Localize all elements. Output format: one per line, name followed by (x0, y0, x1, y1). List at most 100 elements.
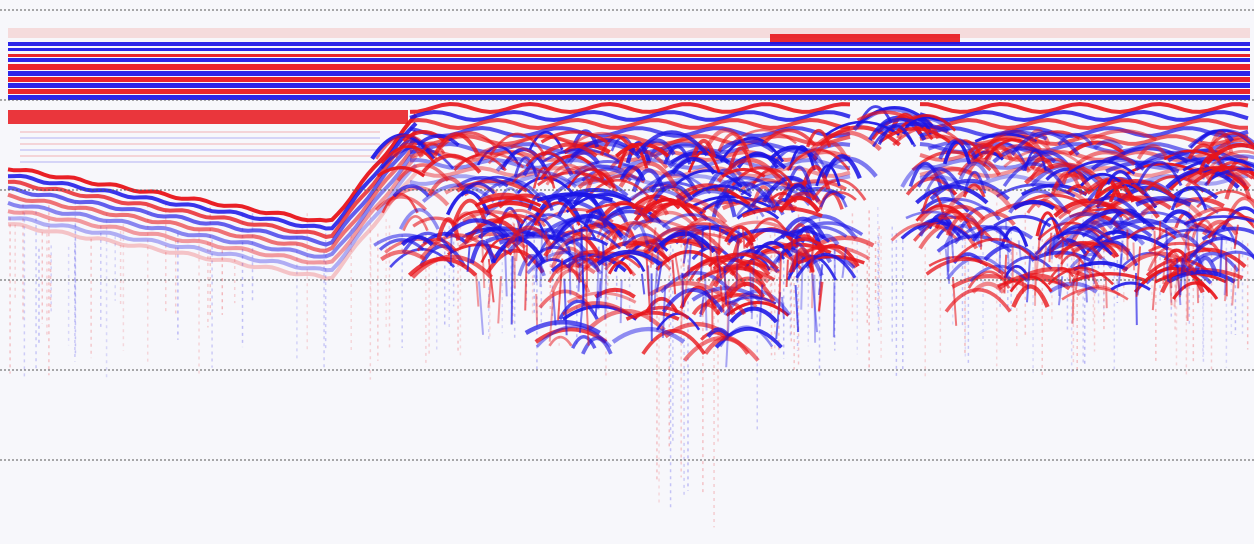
hyperbola (1057, 200, 1136, 220)
diffraction-tail (1223, 277, 1228, 302)
hyperbola (567, 164, 640, 182)
hyperbola (613, 254, 646, 273)
hyperbola (535, 325, 612, 348)
hyperbola (1051, 172, 1094, 193)
hyperbola (699, 198, 757, 215)
hyperbola (712, 252, 780, 270)
hyperbola (545, 163, 593, 186)
diffraction-tail (497, 276, 502, 324)
hyperbola (903, 117, 951, 132)
hyperbola (720, 276, 776, 303)
hyperbola (527, 192, 554, 212)
hyperbola (1202, 219, 1239, 236)
diffraction-tail (521, 232, 526, 261)
diffraction-tail (487, 278, 493, 308)
hyperbola (443, 218, 510, 239)
hyperbola (1172, 281, 1219, 300)
hyperbola (542, 217, 612, 236)
hyperbola (795, 252, 857, 279)
diffraction-tail (671, 259, 677, 295)
diffraction-tail (515, 221, 520, 262)
diffraction-tail (594, 291, 600, 316)
hyperbola (993, 214, 1052, 228)
hyperbola (1010, 131, 1080, 156)
diffraction-tail (1225, 255, 1228, 297)
hyperbola (547, 264, 583, 284)
diffraction-tail (571, 224, 579, 281)
hyperbola (900, 163, 950, 188)
diffraction-tail (741, 228, 746, 249)
hyperbola (1012, 199, 1055, 211)
stripe (8, 77, 1250, 82)
hyperbola (877, 124, 915, 145)
hyperbola (1121, 251, 1198, 273)
hyperbola (944, 287, 1012, 313)
diffraction-tail (1117, 253, 1123, 287)
hyperbola (1074, 204, 1130, 221)
diffraction-tail (778, 253, 782, 315)
diffraction-tail (1004, 221, 1010, 265)
wavy-layer (409, 117, 851, 131)
hyperbola (1173, 197, 1225, 209)
hyperbola (641, 328, 706, 355)
diffraction-tail (640, 273, 646, 295)
hyperbola (1210, 167, 1254, 180)
diffraction-tail (604, 258, 608, 320)
diffraction-tail (736, 235, 739, 275)
hyperbola (1087, 240, 1139, 267)
hyperbola (675, 183, 741, 200)
hyperbola (1003, 148, 1086, 168)
hyperbola (672, 187, 751, 206)
diffraction-tail (699, 228, 704, 281)
hyperbola (1029, 156, 1055, 170)
hyperbola (498, 234, 575, 245)
hyperbola (717, 132, 750, 152)
hyperbola (727, 228, 806, 244)
hyperbola (633, 197, 670, 216)
hyperbola (402, 215, 429, 232)
hyperbola (631, 218, 671, 231)
hyperbola (1126, 226, 1177, 240)
hyperbola (1208, 131, 1254, 150)
diffraction-tail (477, 281, 485, 335)
hyperbola (969, 264, 1029, 283)
hyperbola (1170, 186, 1208, 211)
hyperbola (581, 336, 613, 355)
hyperbola (788, 145, 816, 171)
hyperbola (1205, 143, 1254, 165)
hyperbola (806, 128, 832, 148)
diffraction-tail (563, 278, 568, 336)
hyperbola (937, 204, 986, 221)
diffraction-tail (817, 281, 823, 312)
hyperbola (915, 184, 989, 205)
diffraction-tail (1136, 279, 1141, 296)
diffraction-tail (1182, 259, 1187, 289)
diffraction-tail (653, 251, 660, 311)
diffraction-tail (1168, 262, 1173, 306)
reflector (7, 171, 418, 281)
diffraction-tail (552, 296, 557, 326)
diffraction-tail (1104, 276, 1108, 309)
diffraction-tail (1050, 233, 1057, 260)
diffraction-tail (1183, 220, 1190, 263)
hyperbola (517, 254, 546, 277)
hyperbola (398, 208, 440, 230)
hyperbola (497, 169, 578, 189)
diffraction-tail (1219, 237, 1223, 277)
hyperbola (618, 161, 678, 188)
hyperbola (942, 140, 972, 165)
hyperbola (416, 134, 460, 147)
diffraction-tail (449, 231, 453, 266)
diffraction-tail (645, 258, 652, 323)
hyperbola (596, 250, 662, 267)
hyperbola (376, 166, 426, 178)
hyperbola (1011, 284, 1050, 308)
hyperbola (698, 294, 736, 316)
diffraction-tail (580, 224, 585, 294)
diffraction-tail (548, 290, 555, 342)
hyperbola (495, 156, 538, 172)
diffraction-tail (1237, 253, 1241, 289)
hyperbola (469, 240, 496, 264)
hyperbola (1093, 139, 1124, 150)
